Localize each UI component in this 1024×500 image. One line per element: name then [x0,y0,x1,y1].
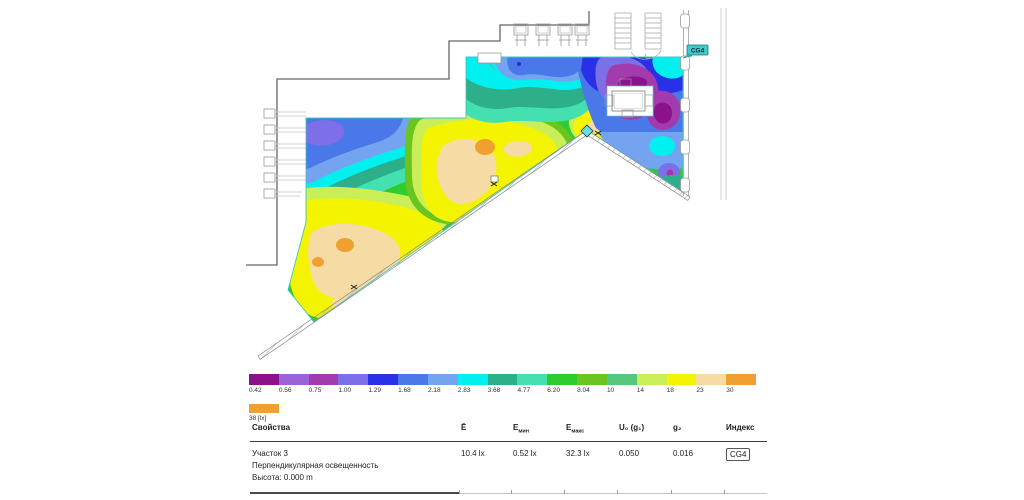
radiator-symbols [263,108,306,199]
value-e-min: 0.52 lx [513,448,537,458]
stairs-symbol [614,12,662,60]
col-header-properties: Свойства [252,423,291,432]
legend-overflow-swatch [249,404,279,413]
header-rule [250,440,767,442]
legend-cell: 18 [666,374,697,394]
legend-cell: 1.29 [368,374,399,394]
legend-tick-label: 0.75 [308,387,322,394]
legend-cell: 3.68 [487,374,518,394]
building-outline [246,11,590,266]
legend-cell: 2.83 [457,374,488,394]
value-g2: 0.016 [673,448,694,458]
chair-symbols [513,23,590,46]
false-color-legend: 0.42 0.56 0.75 1.00 1.29 1.68 2.18 2.83 3.68 4.77… [249,374,757,422]
index-badge: CG4 [726,447,751,461]
row-properties-cell: Участок 3 Перпендикулярная освещенность … [250,442,459,484]
value-e-max: 32.3 lx [566,448,590,458]
legend-tick-label: 23 [696,387,704,394]
value-e-avg: 10.4 lx [461,448,485,458]
col-header-g2: g₂ [673,423,682,432]
legend-cell: 23 [696,374,727,394]
table-symbol [604,78,654,118]
wall-element-symbol [477,52,502,71]
legend-tick-label: 14 [636,387,644,394]
legend-bar: 0.42 0.56 0.75 1.00 1.29 1.68 2.18 2.83 3.68 4.77… [249,374,757,394]
legend-tick-label: 2.18 [427,387,441,394]
surface-name: Участок 3 [252,448,288,458]
legend-tick-label: 10 [606,387,615,394]
col-header-e-max: Емакс [566,423,585,435]
legend-cell: 8.04 [577,374,607,394]
legend-tick-label: 8.04 [577,387,590,394]
col-header-u0: U₀ (g₁) [619,423,645,432]
properties-table: Свойства Ē Емин Емакс U₀ (g₁) g₂ Индекс … [250,421,767,499]
surface-description: Перпендикулярная освещенность [252,460,379,470]
legend-cell: 6.20 [547,374,578,394]
col-header-index: Индекс [726,423,755,432]
legend-tick-label: 6.20 [547,387,560,394]
legend-tick-label: 3.68 [487,387,501,394]
legend-tick-label: 30 [726,387,734,394]
legend-cell: 30 [726,374,757,394]
legend-cell: 14 [636,374,667,394]
legend-tick-label: 0.56 [278,387,292,394]
legend-cell: 0.56 [278,374,309,394]
legend-cell: 2.18 [427,374,458,394]
legend-tick-label: 1.68 [398,387,411,394]
right-wall [680,8,727,200]
col-header-e-min: Емин [513,423,530,435]
legend-cell: 0.42 [249,374,279,394]
legend-tick-label: 0.42 [249,387,262,394]
table-row: Участок 3 Перпендикулярная освещенность … [250,442,767,484]
bottom-rule [250,489,767,499]
luminaire-markers [350,124,602,290]
legend-tick-label: 18 [666,387,674,394]
legend-cell: 1.68 [398,374,428,394]
table-header-row: Свойства Ē Емин Емакс U₀ (g₁) g₂ Индекс [250,421,767,441]
legend-cell: 0.75 [308,374,339,394]
col-header-e-avg: Ē [461,423,467,432]
legend-tick-label: 1.29 [368,387,381,394]
map-label-cg4: CG4 [682,44,709,59]
legend-tick-label: 1.00 [338,387,352,394]
legend-tick-label: 2.83 [457,387,471,394]
surface-height: Высота: 0.000 m [252,472,313,482]
legend-cell: 1.00 [338,374,369,394]
map-label-text: CG4 [691,48,705,55]
legend-tick-label: 4.77 [517,387,531,394]
legend-cell: 4.77 [517,374,548,394]
value-u0: 0.050 [619,448,640,458]
legend-cell: 10 [606,374,637,394]
value-index: CG4 [724,442,767,484]
legend-overflow-label: 38 [lx] [249,415,267,422]
